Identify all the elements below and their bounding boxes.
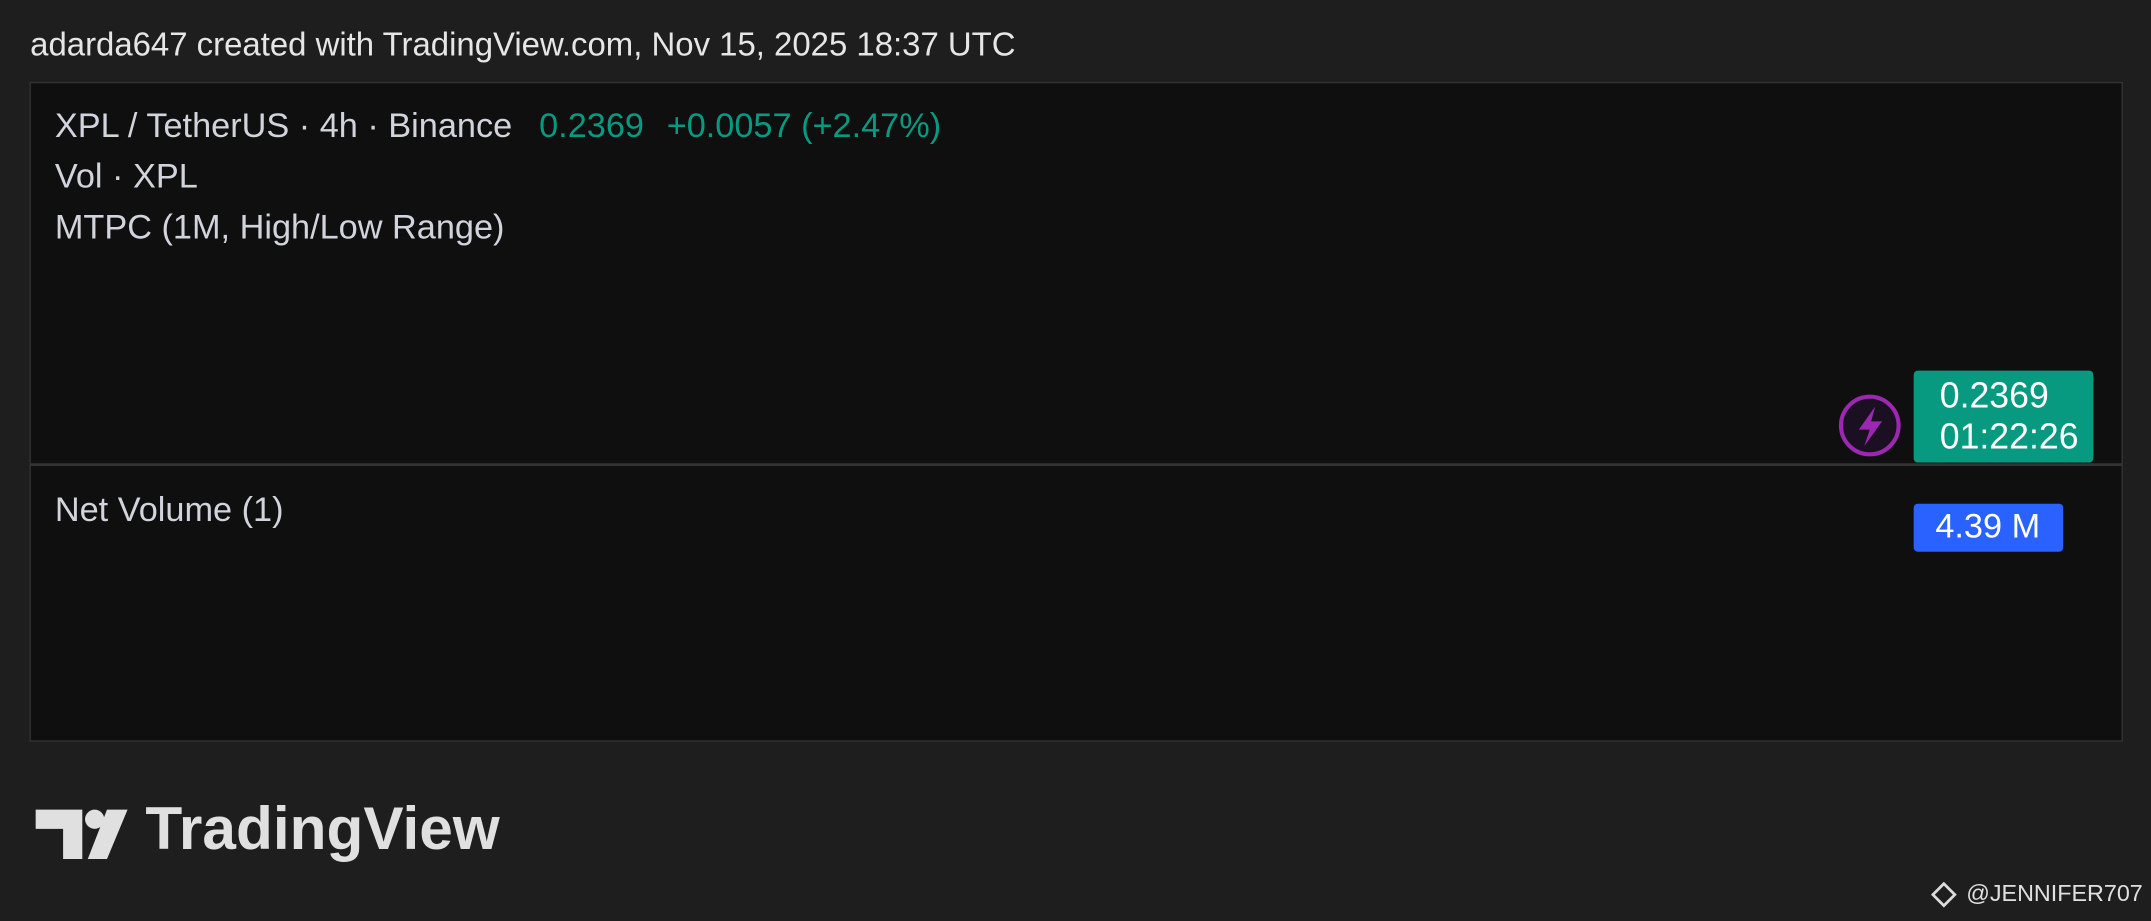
brand: TradingView [145,794,500,862]
watermark: @JENNIFER707 [1966,880,2143,906]
logo-mark [35,809,83,860]
header: adarda647 created with TradingView.com, … [30,26,1015,63]
logo-dot [85,809,105,829]
price-label-box [1913,370,2094,463]
net-volume-title: Net Volume (1) [55,491,284,529]
symbol-title: XPL / TetherUS · 4h · Binance [55,107,512,145]
price-label: 0.2369 [1940,376,2049,416]
volume-title: Vol · XPL [55,158,198,196]
alert-bolt [1858,406,1883,447]
net-label-box [1913,503,2064,552]
mtpc-title: MTPC (1M, High/Low Range) [55,208,505,246]
countdown: 01:22:26 [1940,417,2079,457]
legend-price: 0.2369 [539,107,644,145]
legend-change: +0.0057 (+2.47%) [667,107,941,145]
chart-frame [29,81,2123,742]
logo [35,809,128,860]
logo-slash [87,809,128,860]
net-label: 4.39 M [1935,507,2040,545]
watermark-icon [1930,881,1957,908]
